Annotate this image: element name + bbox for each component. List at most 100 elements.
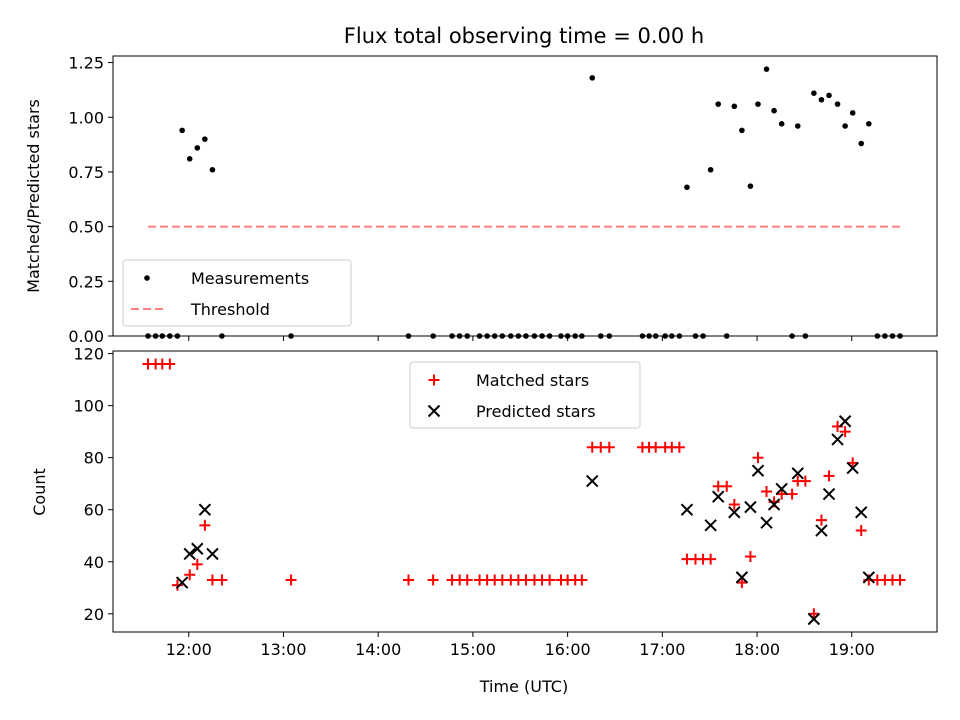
measurement-point xyxy=(778,121,785,127)
matched-star-marker xyxy=(403,574,415,586)
measurement-point xyxy=(842,123,848,129)
top-y-axis-label: Matched/Predicted stars xyxy=(24,99,43,293)
matched-star-marker xyxy=(832,420,844,432)
predicted-star-marker xyxy=(586,474,599,488)
matched-star-marker xyxy=(461,574,473,586)
top-y-tick-label: 0.25 xyxy=(68,272,104,291)
predicted-star-marker xyxy=(704,519,717,532)
bottom-legend-label: Predicted stars xyxy=(476,402,596,421)
measurement-point xyxy=(755,101,761,107)
bottom-series-1 xyxy=(175,415,876,626)
measurement-point xyxy=(202,136,208,142)
matched-star-marker xyxy=(164,358,176,370)
predicted-star-marker xyxy=(855,506,868,519)
measurement-point xyxy=(589,75,596,81)
matched-star-marker xyxy=(728,499,740,511)
bottom-y-tick-label: 40 xyxy=(84,553,104,572)
bottom-y-tick-label: 20 xyxy=(84,605,104,624)
top-chart-title: Flux total observing time = 0.00 h xyxy=(344,24,704,48)
matched-star-marker xyxy=(894,574,906,586)
bottom-x-tick-label: 19:00 xyxy=(829,640,875,659)
bottom-x-tick-label: 15:00 xyxy=(450,640,496,659)
top-y-tick-label: 1.00 xyxy=(68,108,104,127)
measurement-point xyxy=(739,127,745,134)
matched-star-marker xyxy=(839,426,851,438)
top-y-tick-label: 0.75 xyxy=(68,163,104,182)
measurement-point xyxy=(849,110,856,116)
measurement-point xyxy=(707,166,714,173)
matched-star-marker xyxy=(650,441,662,453)
bottom-legend-label: Matched stars xyxy=(476,371,589,390)
predicted-star-marker xyxy=(198,503,212,516)
matched-star-marker xyxy=(285,574,297,586)
matched-star-marker xyxy=(823,470,835,482)
predicted-star-marker xyxy=(191,542,204,555)
matched-star-marker xyxy=(705,553,717,565)
predicted-star-marker xyxy=(807,612,821,626)
measurement-point xyxy=(731,103,738,110)
bottom-x-tick-label: 17:00 xyxy=(639,640,685,659)
matched-star-marker xyxy=(761,486,773,497)
measurement-point xyxy=(866,121,872,127)
matched-star-marker xyxy=(576,574,588,586)
predicted-star-marker xyxy=(775,482,788,496)
matched-star-marker xyxy=(736,577,748,589)
predicted-star-marker xyxy=(744,500,757,514)
matched-star-marker xyxy=(171,579,183,591)
matched-star-marker xyxy=(184,569,196,581)
matched-star-marker xyxy=(199,519,211,531)
predicted-star-marker xyxy=(751,464,765,477)
matched-star-marker xyxy=(786,488,798,500)
predicted-star-marker xyxy=(680,503,694,516)
top-axes-frame xyxy=(112,55,938,337)
predicted-star-marker xyxy=(822,487,836,501)
bottom-y-tick-label: 80 xyxy=(84,449,104,468)
matched-star-marker xyxy=(603,441,615,453)
measurement-point xyxy=(818,96,825,103)
measurement-point xyxy=(715,101,722,107)
predicted-star-marker xyxy=(735,571,749,584)
top-y-tick-label: 0.00 xyxy=(68,327,104,346)
measurement-point xyxy=(771,107,777,114)
matched-star-marker xyxy=(776,488,788,500)
measurement-point xyxy=(794,123,801,129)
matched-star-marker xyxy=(855,525,867,537)
predicted-star-marker xyxy=(831,433,844,446)
matched-star-marker xyxy=(815,514,827,526)
matched-star-marker xyxy=(744,551,756,563)
predicted-star-marker xyxy=(712,490,725,503)
matched-star-marker xyxy=(673,441,685,453)
bottom-x-tick-label: 12:00 xyxy=(166,640,212,659)
matched-star-marker xyxy=(427,574,439,586)
measurement-point xyxy=(747,183,754,189)
bottom-axes-frame xyxy=(112,350,938,633)
measurement-point xyxy=(194,145,201,151)
bottom-x-tick-label: 16:00 xyxy=(545,640,591,659)
measurement-point xyxy=(826,92,832,99)
predicted-star-marker xyxy=(767,498,781,511)
predicted-star-marker xyxy=(862,571,876,584)
matched-star-marker xyxy=(206,574,218,586)
measurement-point xyxy=(763,66,770,72)
measurement-point xyxy=(179,127,185,134)
measurement-point xyxy=(186,156,193,162)
predicted-star-marker xyxy=(728,506,741,519)
bottom-x-tick-label: 14:00 xyxy=(355,640,401,659)
bottom-y-tick-label: 100 xyxy=(73,397,104,416)
predicted-star-marker xyxy=(175,576,189,589)
bottom-x-tick-label: 13:00 xyxy=(260,640,306,659)
top-panel: 0.00 0.25 0.50 0.75 1.00 1.25 Measurements Thre… xyxy=(68,54,938,346)
measurement-point xyxy=(811,90,817,96)
bottom-y-tick-label: 60 xyxy=(84,501,104,520)
matched-star-marker xyxy=(216,574,228,586)
measurement-point xyxy=(834,101,841,107)
predicted-star-marker xyxy=(815,524,828,537)
bottom-x-tick-label: 18:00 xyxy=(734,640,780,659)
top-y-tick-label: 1.25 xyxy=(68,54,104,73)
bottom-y-tick-label: 120 xyxy=(73,345,104,364)
matched-star-marker xyxy=(544,574,556,586)
predicted-star-marker xyxy=(846,461,859,475)
measurement-point xyxy=(209,166,216,173)
predicted-star-marker xyxy=(838,415,852,428)
matched-star-marker xyxy=(808,608,820,620)
